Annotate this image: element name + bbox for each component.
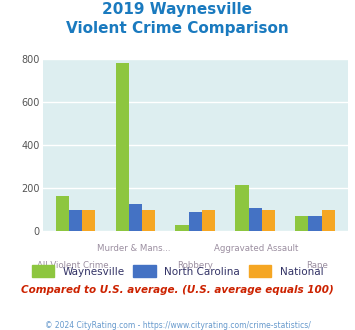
Text: Violent Crime Comparison: Violent Crime Comparison <box>66 21 289 36</box>
Bar <box>308 216 322 231</box>
Bar <box>262 210 275 231</box>
Bar <box>248 208 262 231</box>
Bar <box>56 196 69 231</box>
Bar <box>129 204 142 231</box>
Bar <box>142 210 155 231</box>
Text: 2019 Waynesville: 2019 Waynesville <box>103 2 252 16</box>
Text: Compared to U.S. average. (U.S. average equals 100): Compared to U.S. average. (U.S. average … <box>21 285 334 295</box>
Text: Aggravated Assault: Aggravated Assault <box>214 244 299 253</box>
Text: Murder & Mans...: Murder & Mans... <box>97 244 171 253</box>
Bar <box>69 210 82 231</box>
Bar <box>235 185 248 231</box>
Bar <box>175 225 189 231</box>
Text: Robbery: Robbery <box>177 261 213 270</box>
Bar <box>116 63 129 231</box>
Bar <box>295 216 308 231</box>
Bar <box>189 212 202 231</box>
Text: All Violent Crime: All Violent Crime <box>37 261 109 270</box>
Bar <box>82 210 95 231</box>
Bar <box>202 210 215 231</box>
Text: © 2024 CityRating.com - https://www.cityrating.com/crime-statistics/: © 2024 CityRating.com - https://www.city… <box>45 321 310 330</box>
Legend: Waynesville, North Carolina, National: Waynesville, North Carolina, National <box>27 261 328 281</box>
Text: Rape: Rape <box>306 261 328 270</box>
Bar <box>322 210 335 231</box>
